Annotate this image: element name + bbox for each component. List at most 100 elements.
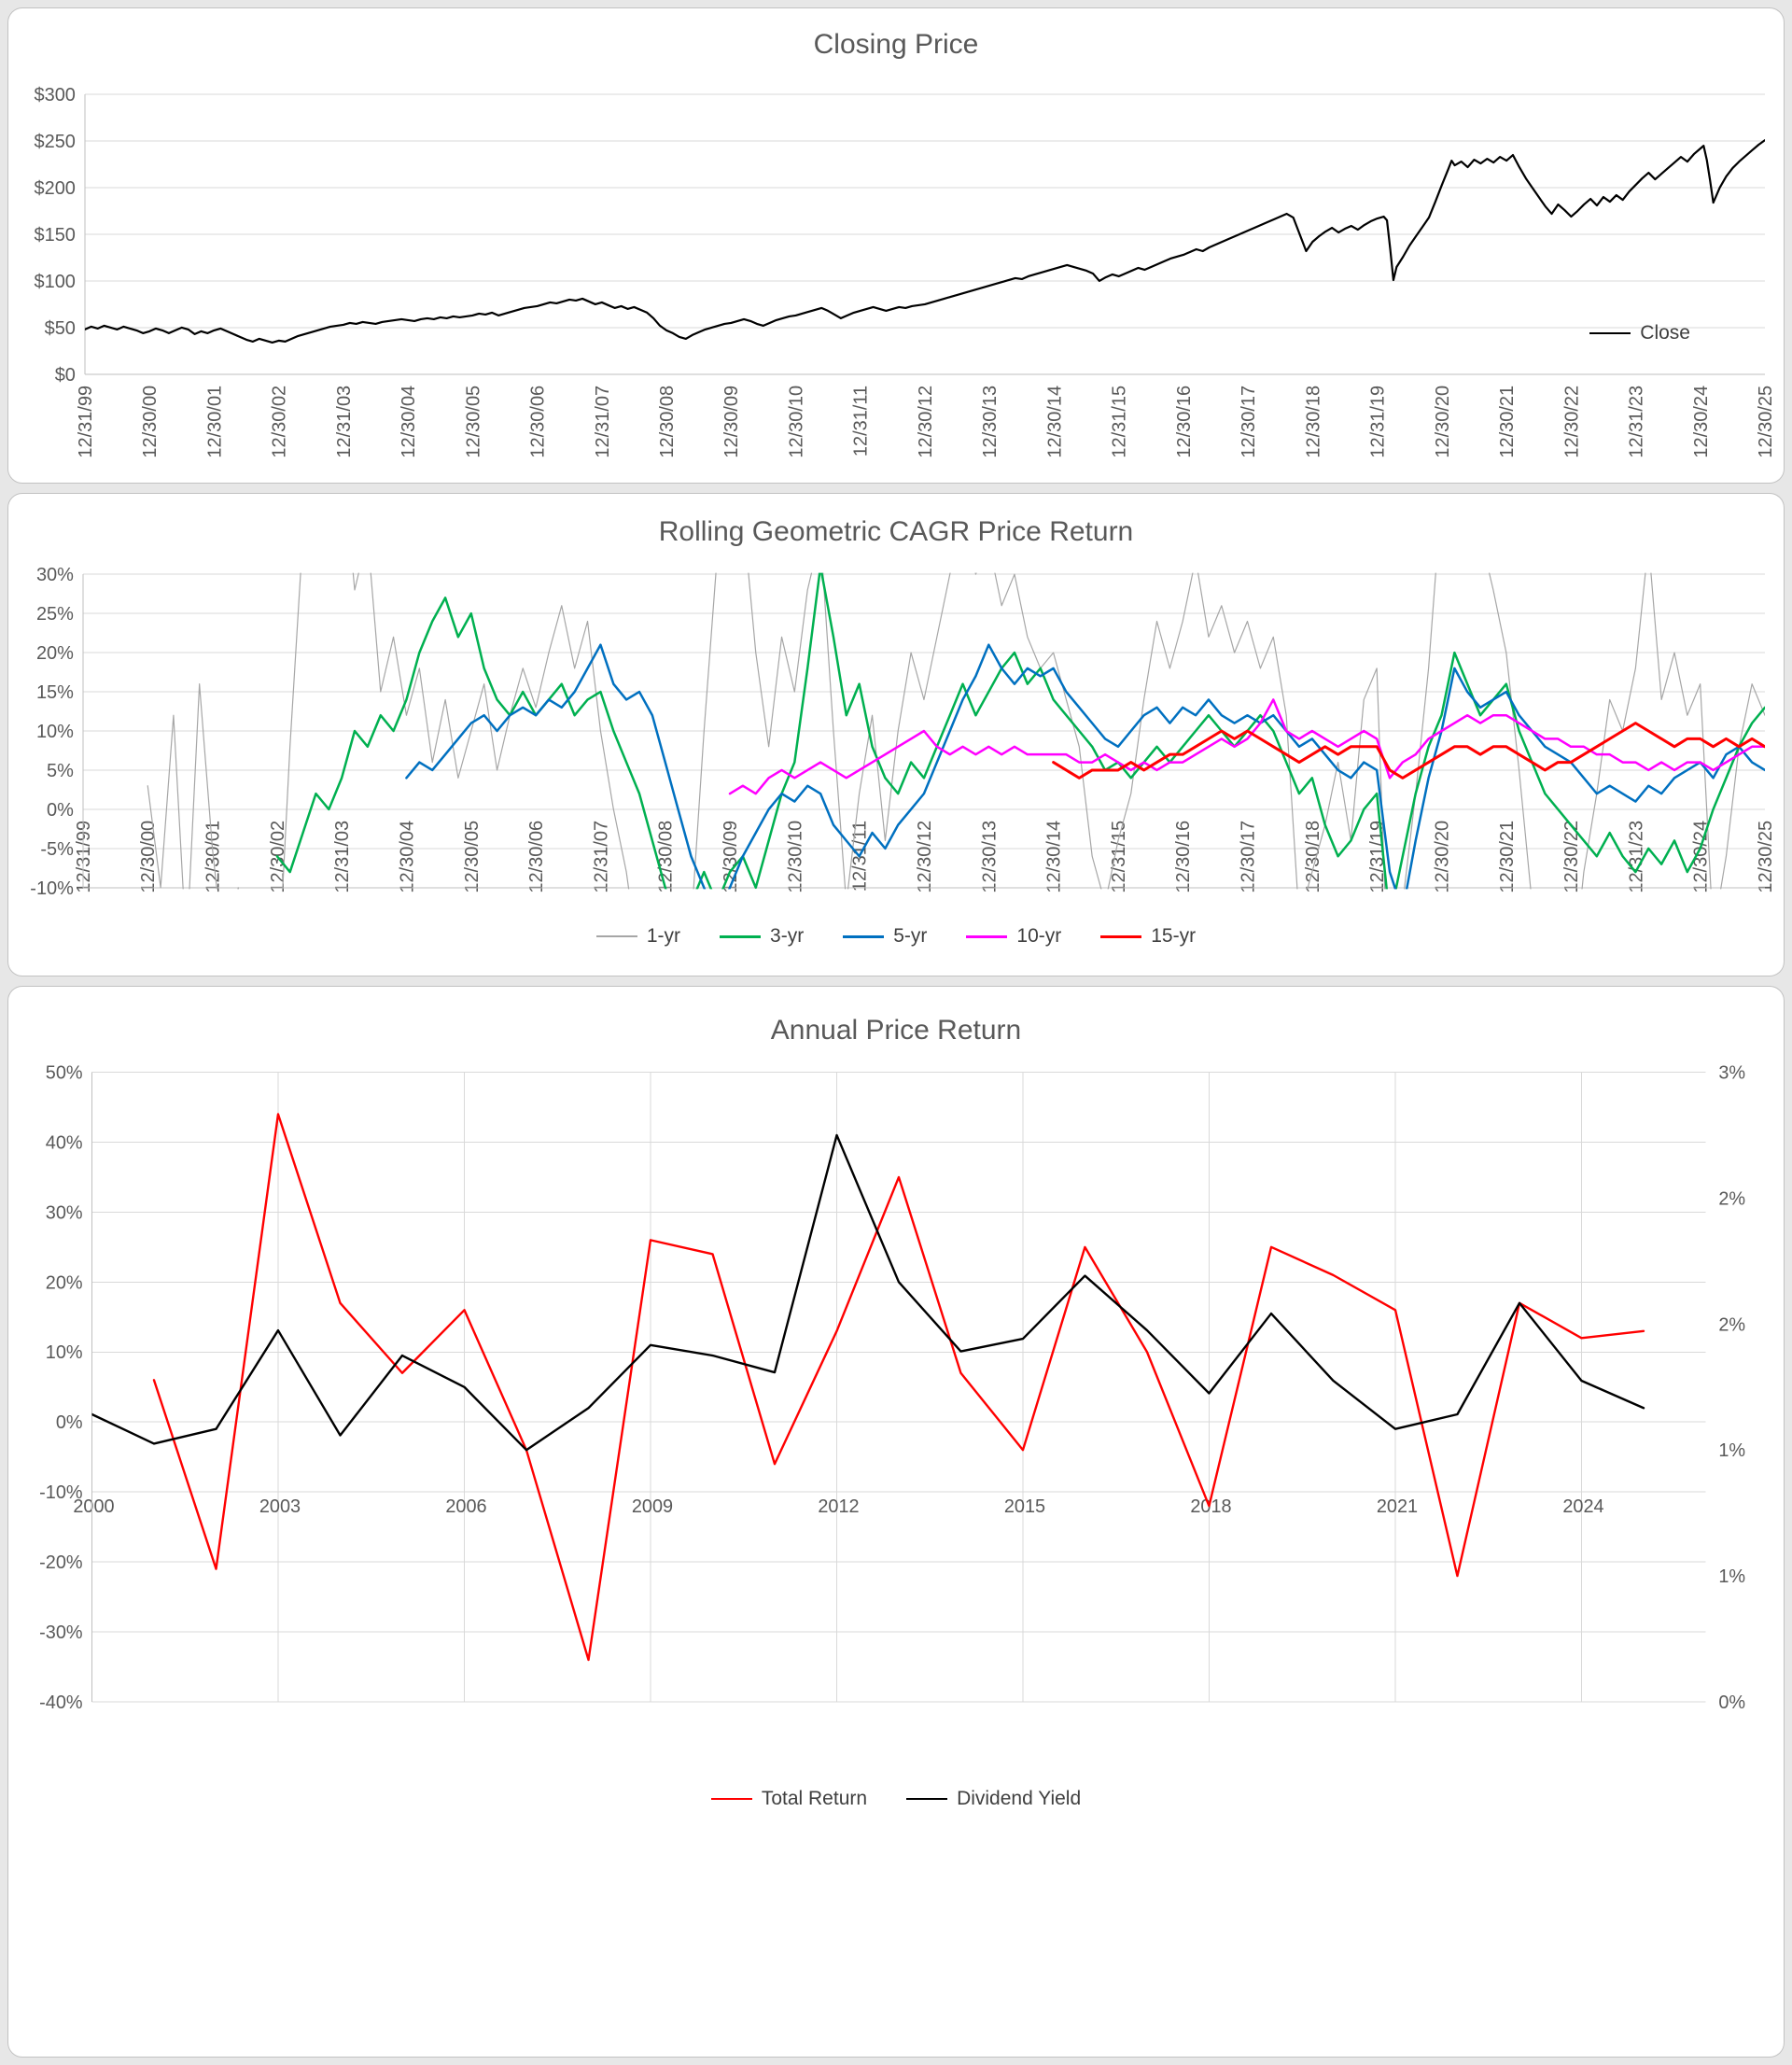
line-swatch-1yr	[595, 935, 637, 937]
series-line-10-yr	[728, 698, 1766, 795]
y-tick-label: $50	[45, 318, 76, 339]
x-tick-label: 12/30/16	[1173, 821, 1194, 893]
x-tick-label: 2003	[259, 1496, 301, 1517]
legend-item-15yr: 15-yr	[1100, 925, 1196, 948]
y2-tick-label: 2%	[1718, 1314, 1745, 1335]
x-tick-label: 2012	[818, 1496, 859, 1517]
x-tick-label: 12/31/15	[1110, 386, 1130, 458]
x-tick-label: 12/30/00	[138, 821, 159, 893]
y-tick-label: 30%	[46, 1202, 83, 1223]
y-tick-label: 10%	[46, 1342, 83, 1363]
legend-label-10yr: 10-yr	[1016, 925, 1062, 947]
x-tick-label: 12/30/08	[656, 821, 677, 893]
x-tick-label: 12/30/10	[785, 821, 805, 893]
x-tick-label: 12/30/01	[204, 386, 225, 458]
y-tick-label: -20%	[39, 1552, 82, 1573]
annual-price-return-chart: -40% -30% -20% -10% 0% 10% 20% 30% 40% 50% 0% 1% 1% 2…	[39, 1062, 1745, 1713]
y-tick-label: 30%	[36, 565, 74, 585]
annual-price-return-title: Annual Price Return	[770, 1015, 1022, 1046]
rolling-cagr-legend: 1-yr 3-yr 5-yr 10-yr 15-yr	[8, 925, 1784, 948]
x-tick-label: 12/30/24	[1691, 386, 1712, 458]
y2-tick-label: 2%	[1718, 1188, 1745, 1209]
x-tick-label: 12/31/03	[332, 821, 353, 893]
x-tick-label: 12/31/03	[334, 386, 355, 458]
x-tick-label: 12/30/20	[1432, 821, 1452, 893]
x-tick-label: 12/31/11	[851, 386, 872, 457]
x-tick-label: 12/30/14	[1044, 821, 1065, 893]
legend-item-1yr: 1-yr	[595, 925, 681, 948]
legend-item-3yr: 3-yr	[720, 925, 804, 948]
x-tick-label: 2000	[73, 1496, 114, 1517]
y2-tick-label: 1%	[1718, 1440, 1745, 1461]
x-tick-label: 12/30/08	[657, 386, 678, 458]
closing-price-title: Closing Price	[813, 29, 979, 60]
y-tick-label: -10%	[30, 878, 74, 899]
y-tick-label: $0	[55, 365, 76, 386]
series-line-1-yr	[147, 572, 1766, 890]
x-tick-label: 12/30/00	[140, 386, 161, 458]
x-tick-label: 12/30/21	[1497, 386, 1518, 458]
x-tick-label: 12/30/16	[1174, 386, 1195, 458]
rolling-cagr-panel: Rolling Geometric CAGR Price Return -10%…	[7, 493, 1785, 976]
y-tick-label: 25%	[36, 604, 74, 625]
annual-price-return-panel: Annual Price Return -40% -30% -20% -10% 0% 10…	[7, 986, 1785, 2058]
x-tick-label: 12/31/15	[1109, 821, 1129, 893]
x-tick-label: 12/30/10	[786, 386, 806, 458]
x-tick-label: 12/31/19	[1368, 386, 1389, 458]
x-tick-label: 12/30/25	[1756, 386, 1776, 458]
line-swatch-15yr	[1100, 934, 1142, 938]
x-tick-label: 12/30/22	[1561, 821, 1582, 893]
x-tick-label: 12/31/23	[1626, 821, 1646, 893]
legend-label-5yr: 5-yr	[893, 925, 928, 947]
closing-price-panel: Closing Price $0 $50 $100 $150 $200 $250 $300 1…	[7, 7, 1785, 484]
x-tick-label: 2015	[1004, 1496, 1045, 1517]
line-swatch-10yr	[966, 934, 1008, 938]
x-tick-label: 2024	[1562, 1496, 1603, 1517]
x-tick-label: 12/31/07	[593, 386, 613, 458]
closing-price-legend: Close	[1589, 322, 1690, 344]
y-tick-label: 40%	[46, 1132, 83, 1153]
rolling-cagr-chart: -10% -5% 0% 5% 10% 15% 20% 25% 30% 12/31/99 12/30/…	[30, 565, 1776, 899]
y-tick-label: 0%	[47, 800, 74, 821]
y2-tick-label: 1%	[1718, 1566, 1745, 1587]
dividend-yield-line-swatch	[906, 1798, 948, 1800]
line-swatch-3yr	[720, 934, 762, 938]
legend-item-5yr: 5-yr	[843, 925, 927, 948]
x-tick-label: 12/30/12	[916, 386, 936, 458]
series-line-Close	[84, 139, 1766, 344]
x-tick-label: 12/30/05	[463, 386, 483, 458]
x-tick-label: 12/30/04	[397, 821, 417, 893]
y-tick-label: $100	[34, 272, 75, 292]
close-line-swatch	[1589, 332, 1631, 334]
x-tick-label: 2021	[1377, 1496, 1418, 1517]
legend-label-1yr: 1-yr	[646, 925, 681, 947]
legend-label-3yr: 3-yr	[770, 925, 805, 947]
y-tick-label: $250	[34, 132, 75, 152]
x-tick-label: 12/30/24	[1691, 821, 1712, 893]
x-tick-label: 12/30/09	[721, 386, 742, 458]
series-line-5-yr	[405, 643, 1766, 890]
x-tick-label: 12/30/21	[1497, 821, 1518, 893]
y-tick-label: $150	[34, 225, 75, 246]
x-tick-label: 12/30/04	[399, 386, 419, 458]
x-tick-label: 12/30/06	[528, 386, 549, 458]
x-tick-label: 12/30/20	[1433, 386, 1453, 458]
x-tick-label: 12/30/22	[1561, 386, 1582, 458]
x-tick-label: 12/31/99	[76, 386, 96, 458]
x-tick-label: 12/30/13	[980, 386, 1001, 458]
series-line-Total Return	[152, 1113, 1645, 1662]
x-tick-label: 12/30/14	[1044, 386, 1065, 458]
series-line-Dividend Yield	[91, 1133, 1645, 1452]
y-tick-label: -40%	[39, 1693, 82, 1713]
x-tick-label: 12/30/17	[1239, 386, 1259, 458]
x-tick-label: 2009	[632, 1496, 673, 1517]
x-tick-label: 12/31/07	[591, 821, 611, 893]
total-return-line-swatch	[710, 1798, 752, 1800]
rolling-cagr-title: Rolling Geometric CAGR Price Return	[658, 516, 1134, 547]
legend-label-total-return: Total Return	[761, 1788, 868, 1809]
legend-label-15yr: 15-yr	[1151, 925, 1197, 947]
x-tick-label: 12/30/09	[721, 821, 741, 893]
x-tick-label: 12/30/17	[1239, 821, 1259, 893]
y-tick-label: 50%	[46, 1062, 83, 1083]
